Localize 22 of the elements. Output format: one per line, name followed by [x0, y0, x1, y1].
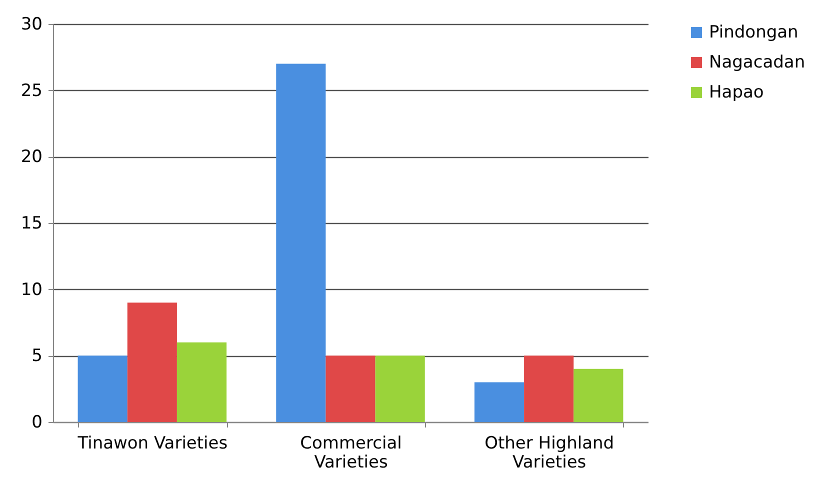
y-tick-label: 25: [20, 80, 42, 101]
bar: [474, 382, 524, 422]
y-tick-label: 20: [20, 147, 42, 168]
bar: [574, 368, 624, 422]
bar: [127, 302, 177, 422]
bar: [78, 356, 128, 422]
legend-label: Nagacadan: [709, 52, 806, 72]
x-tick-label: Commercial Varieties: [300, 434, 402, 472]
y-tick-label: 5: [32, 346, 42, 366]
y-tick-label: 10: [20, 280, 42, 300]
bar: [276, 64, 326, 422]
bar: [326, 356, 376, 422]
x-tick-label: Tinawon Varieties: [76, 434, 228, 454]
bar: [375, 356, 425, 422]
bar: [176, 342, 227, 422]
y-tick-label: 15: [20, 214, 42, 234]
x-tick-label: Other Highland Varieties: [484, 434, 614, 472]
y-tick-label: 0: [32, 412, 42, 432]
y-tick-label: 30: [20, 14, 42, 34]
legend-label: Hapao: [709, 82, 764, 102]
bar: [524, 356, 574, 422]
legend-label: Pindongan: [709, 22, 798, 42]
